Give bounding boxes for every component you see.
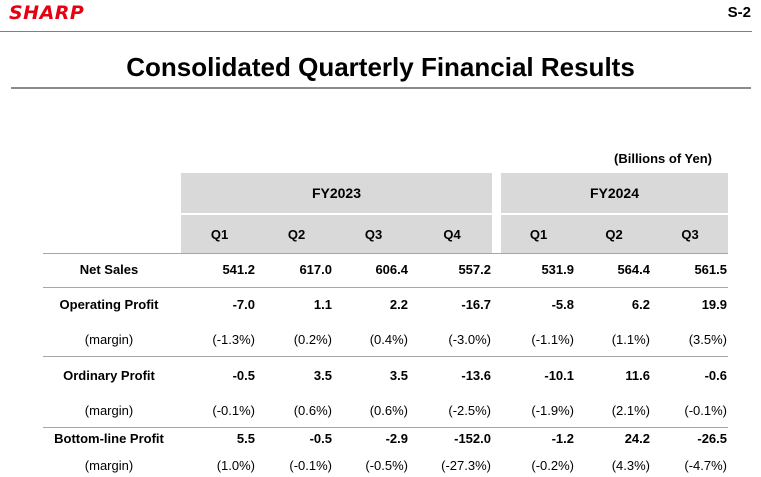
quarter-header: Q3 — [681, 227, 699, 242]
margin-cell: (-3.0%) — [448, 332, 491, 347]
margin-cell: (0.4%) — [369, 332, 408, 347]
value-cell: 19.9 — [701, 297, 727, 312]
value-cell: 617.0 — [299, 262, 332, 277]
fy2024-header: FY2024 — [501, 173, 728, 213]
fy2024-quarter-band — [501, 215, 728, 253]
value-cell: -5.8 — [551, 297, 574, 312]
row-divider — [43, 427, 728, 428]
fy2023-header: FY2023 — [181, 173, 492, 213]
value-cell: 24.2 — [624, 431, 650, 446]
value-cell: 541.2 — [222, 262, 255, 277]
margin-cell: (1.0%) — [216, 458, 255, 473]
margin-cell: (-0.1%) — [289, 458, 332, 473]
sharp-logo: SHARP — [9, 2, 85, 24]
margin-label: (margin) — [84, 403, 134, 418]
value-cell: -16.7 — [461, 297, 491, 312]
quarter-header: Q2 — [605, 227, 623, 242]
margin-cell: (2.1%) — [611, 403, 650, 418]
margin-cell: (-1.9%) — [531, 403, 574, 418]
units-note: (Billions of Yen) — [614, 151, 712, 166]
value-cell: 2.2 — [389, 297, 408, 312]
margin-cell: (0.2%) — [293, 332, 332, 347]
row-divider — [43, 356, 728, 357]
value-cell: 3.5 — [389, 368, 408, 383]
margin-cell: (-0.2%) — [531, 458, 574, 473]
page-number: S-2 — [727, 4, 751, 21]
row-label: Operating Profit — [59, 297, 159, 312]
row-divider — [43, 287, 728, 288]
margin-label: (margin) — [84, 332, 134, 347]
value-cell: 11.6 — [625, 368, 650, 383]
quarter-header: Q4 — [443, 227, 461, 242]
value-cell: -0.5 — [309, 431, 332, 446]
margin-cell: (-1.3%) — [212, 332, 255, 347]
value-cell: -10.1 — [544, 368, 574, 383]
margin-cell: (-2.5%) — [448, 403, 491, 418]
row-divider — [43, 253, 728, 254]
value-cell: 6.2 — [631, 297, 650, 312]
value-cell: -13.6 — [461, 368, 491, 383]
margin-cell: (-0.5%) — [365, 458, 408, 473]
row-label: Ordinary Profit — [63, 368, 155, 383]
value-cell: -26.5 — [697, 431, 727, 446]
page-title: Consolidated Quarterly Financial Results — [126, 52, 635, 82]
margin-cell: (0.6%) — [369, 403, 408, 418]
margin-cell: (0.6%) — [293, 403, 332, 418]
value-cell: -0.5 — [232, 368, 255, 383]
value-cell: 3.5 — [313, 368, 332, 383]
quarter-header: Q1 — [210, 227, 229, 242]
value-cell: 557.2 — [458, 262, 491, 277]
margin-cell: (-27.3%) — [441, 458, 491, 473]
value-cell: -0.6 — [704, 368, 727, 383]
value-cell: 561.5 — [694, 262, 727, 277]
margin-cell: (-0.1%) — [212, 403, 255, 418]
margin-cell: (-1.1%) — [531, 332, 574, 347]
fy2023-quarter-band — [181, 215, 492, 253]
value-cell: 1.1 — [313, 297, 332, 312]
quarter-header: Q3 — [364, 227, 383, 242]
quarter-header: Q1 — [529, 227, 548, 242]
margin-cell: (-0.1%) — [684, 403, 727, 418]
top-divider — [0, 31, 752, 32]
margin-label: (margin) — [84, 458, 134, 473]
row-label: Bottom-line Profit — [54, 431, 164, 446]
value-cell: 531.9 — [541, 262, 574, 277]
margin-cell: (4.3%) — [611, 458, 650, 473]
row-label: Net Sales — [79, 262, 139, 277]
margin-cell: (1.1%) — [611, 332, 650, 347]
title-divider — [11, 87, 751, 89]
value-cell: 606.4 — [375, 262, 408, 277]
value-cell: -1.2 — [551, 431, 574, 446]
value-cell: -7.0 — [232, 297, 255, 312]
fy2023-label: FY2023 — [311, 185, 362, 201]
margin-cell: (3.5%) — [688, 332, 727, 347]
value-cell: -152.0 — [454, 431, 491, 446]
value-cell: -2.9 — [385, 431, 408, 446]
margin-cell: (-4.7%) — [684, 458, 727, 473]
quarter-header: Q2 — [287, 227, 306, 242]
fy2024-label: FY2024 — [589, 185, 640, 201]
value-cell: 564.4 — [617, 262, 650, 277]
value-cell: 5.5 — [236, 431, 255, 446]
